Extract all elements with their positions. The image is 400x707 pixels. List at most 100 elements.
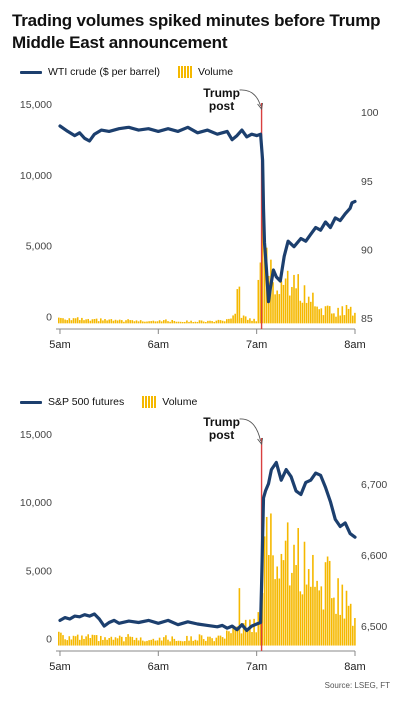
volume-bar [144,641,146,646]
volume-bar [303,285,306,324]
volume-bar [129,636,131,646]
volume-bar [198,634,201,646]
volume-bar [226,630,228,646]
volume-bar [79,639,81,646]
volume-bar [347,605,350,646]
left-axis-tick-label: 0 [46,311,52,323]
volume-bar [83,638,85,646]
volume-bar [303,541,306,646]
volume-bar [223,638,226,646]
annotation-label-line2: post [209,428,234,442]
volume-bar [247,628,249,646]
volume-bar [291,572,293,646]
volume-bar [352,625,354,646]
volume-bar [192,322,194,324]
sp500-futures-chart: 0 5,000 10,000 15,000 6,500 6,600 6,700 5am 6am 7… [20,416,388,673]
volume-bar [278,294,281,324]
volume-bar [209,320,211,324]
volume-bar [74,636,77,646]
volume-bar [58,631,60,646]
volume-bar [196,640,199,646]
x-axis-tick-label: 8am [344,661,365,673]
chart-title: Trading volumes spiked minutes before Tr… [12,11,381,52]
right-axis-tick-label: 6,700 [361,479,387,491]
volume-bar [238,588,241,646]
volume-bar [310,301,312,324]
volume-bar [131,636,134,646]
volume-bar [316,306,318,324]
volume-bar [284,540,287,646]
volume-legend-swatch [178,66,193,78]
volume-bar [181,321,184,324]
price-line [58,460,357,632]
volume-bar [89,638,92,646]
volume-bar [158,637,161,646]
volume-bar [62,318,64,324]
volume-bar [66,640,68,646]
volume-bar [343,315,346,324]
volume-bar [106,320,108,324]
volume-bar [352,315,354,324]
volume-bar [331,598,333,646]
volume-bar [251,632,253,646]
volume-bar [259,622,262,646]
volume-bar [91,634,94,646]
volume-bar [251,320,253,324]
volume-bar [108,319,110,324]
volume-bar [322,609,325,646]
volume-bar [274,579,276,646]
volume-bar [146,321,148,324]
volume-bar [194,321,197,324]
volume-bar [104,637,106,646]
volume-bar [244,619,247,646]
volume-bar [196,321,199,324]
volume-bar [167,321,169,324]
legend-1: WTI crude ($ per barrel) Volume [20,66,233,78]
volume-bar [312,292,314,324]
volume-bar [345,590,348,646]
volume-bar [240,317,243,324]
volume-bar [284,278,287,324]
volume-bar [261,593,264,646]
volume-bar [64,319,66,324]
volume-bar [160,640,163,646]
volume-bar [230,633,232,646]
volume-bar [215,637,218,646]
volume-bar [259,262,262,324]
volume-bar [299,591,302,646]
left-axis-tick-label: 0 [46,634,52,646]
right-axis-tick-label: 6,500 [361,621,387,633]
volume-bar [280,553,283,646]
volume-bar [125,636,127,646]
price-line [58,124,357,304]
right-axis-tick-label: 85 [361,313,373,325]
volume-bar [326,556,329,646]
volume-bar [322,315,325,324]
volume-bar [121,320,123,324]
volume-bar [328,306,331,324]
volume-bar [211,321,213,324]
volume-bar [253,318,255,324]
volume-bar [116,320,119,324]
volume-bar [177,321,180,324]
volume-bar [72,318,75,324]
volume-bar [142,640,144,646]
volume-bar [74,318,77,324]
volume-bar [270,513,272,646]
volume-bar [110,319,113,324]
x-axis-tick-label: 5am [49,661,70,673]
volume-bar [137,321,140,324]
right-axis-tick-label: 6,600 [361,550,387,562]
volume-bar [93,319,96,324]
volume-bar [278,578,281,646]
volume-bar [249,318,251,324]
x-axis-tick-label: 6am [148,661,169,673]
annotation-label-line1: Trump [203,416,240,429]
volume-bar [207,320,209,324]
volume-bar [289,295,291,324]
volume-bar [219,635,222,646]
volume-bar [184,641,186,646]
volume-bar [219,320,222,324]
volume-bar [205,322,207,324]
left-axis-tick-label: 15,000 [20,429,52,441]
